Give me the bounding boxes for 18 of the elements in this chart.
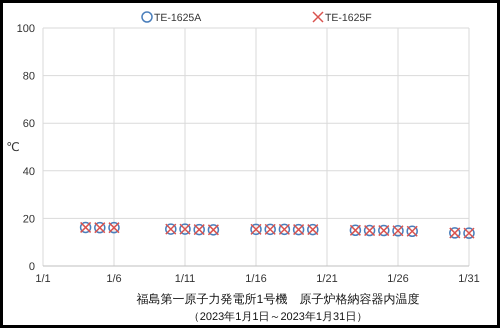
y-tick-label: 20 xyxy=(22,213,35,226)
text: 福島第一原子力発電所1号機 原子炉格納容器内温度 xyxy=(136,292,420,306)
x-tick-label: 1/6 xyxy=(106,273,122,285)
y-tick-label: 40 xyxy=(22,166,35,178)
legend-label: TE-1625F xyxy=(325,12,372,24)
text: （2023年1月1日～2023年1月31日） xyxy=(188,311,368,323)
x-tick-label: 1/11 xyxy=(174,273,196,285)
y-axis-title: ℃ xyxy=(6,140,20,154)
y-tick-label: 80 xyxy=(22,70,35,83)
x-tick-label: 1/26 xyxy=(387,273,409,285)
y-tick-label: 0 xyxy=(28,261,35,273)
x-tick-label: 1/21 xyxy=(316,273,338,285)
y-tick-label: 60 xyxy=(22,118,35,130)
y-tick-label: 100 xyxy=(16,23,35,35)
x-tick-label: 1/1 xyxy=(35,273,51,285)
legend-label: TE-1625A xyxy=(154,12,202,24)
x-tick-label: 1/16 xyxy=(245,273,267,285)
x-tick-label: 1/31 xyxy=(458,273,480,285)
